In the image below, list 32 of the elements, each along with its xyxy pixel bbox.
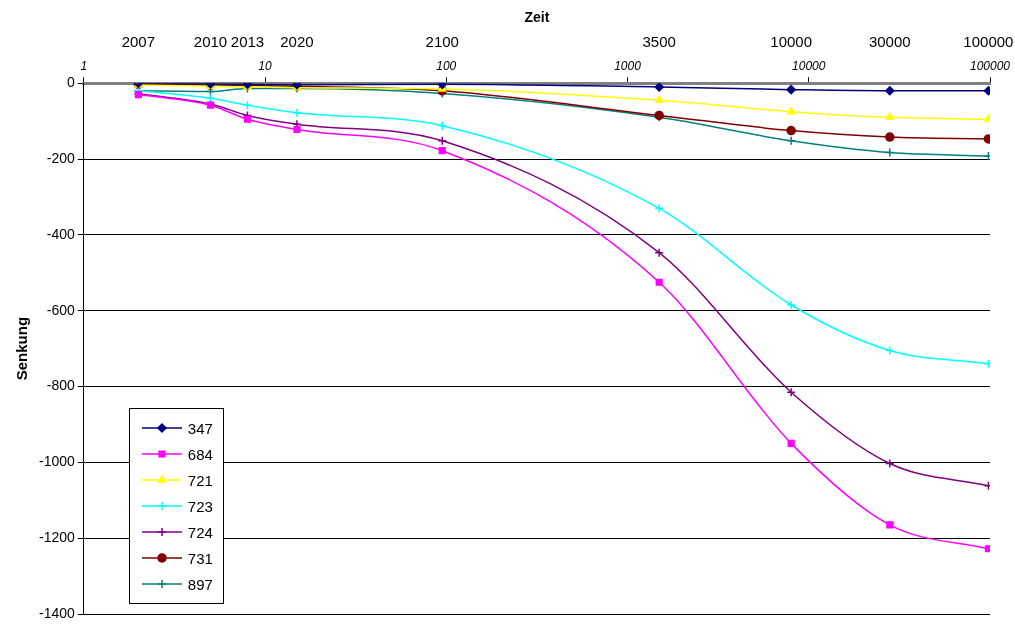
x-tick-label: 100 (436, 59, 457, 74)
text: 2020 (280, 33, 314, 51)
legend-label: 897 (187, 575, 213, 593)
legend-label: 731 (187, 549, 213, 567)
x-tick-label: 1000 (614, 59, 642, 74)
legend-label: 721 (187, 471, 213, 489)
y-tick-label: -600 (46, 301, 76, 318)
text: 10000 (770, 33, 813, 51)
text: 2100 (425, 33, 459, 51)
x-tick-label: 10 (258, 59, 273, 74)
text: 100000 (963, 33, 1014, 51)
text: 2007 (121, 33, 156, 51)
y-tick-label: 0 (67, 74, 76, 91)
x-axis-title: Zeit (524, 9, 550, 26)
text: 30000 (868, 33, 911, 51)
y-axis-title: Senkung (13, 316, 31, 381)
x-tick-label: 10000 (792, 59, 826, 74)
legend-label: 347 (187, 419, 213, 437)
legend-label: 684 (187, 445, 213, 463)
y-tick-label: -200 (46, 149, 76, 166)
x-tick-label: 100000 (969, 59, 1011, 74)
y-tick-label: -1200 (38, 529, 76, 546)
text: 2013 (230, 33, 265, 51)
y-tick-label: -1000 (38, 453, 76, 470)
y-tick-label: -1400 (38, 604, 76, 621)
y-tick-label: -400 (46, 225, 76, 242)
text: 2010 (193, 33, 228, 51)
legend-label: 724 (187, 523, 213, 541)
text: 3500 (642, 33, 676, 51)
y-tick-label: -800 (46, 377, 76, 394)
x-tick-label: 1 (80, 59, 88, 74)
legend-label: 723 (187, 497, 213, 515)
